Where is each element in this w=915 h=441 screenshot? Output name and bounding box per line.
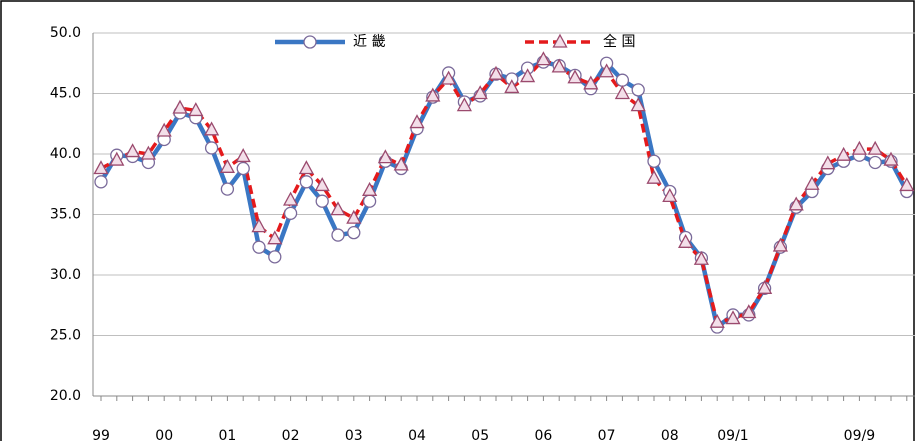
marker xyxy=(140,145,156,160)
y-tick-label: 30.0 xyxy=(50,267,81,283)
legend-label: 近 畿 xyxy=(353,34,385,50)
marker xyxy=(646,169,662,184)
marker xyxy=(614,85,630,100)
marker xyxy=(268,250,282,264)
marker xyxy=(188,102,204,117)
x-tick-label: 02 xyxy=(282,428,300,441)
marker xyxy=(235,148,251,163)
marker xyxy=(346,209,362,224)
marker xyxy=(377,149,393,164)
legend-marker xyxy=(552,33,568,48)
marker xyxy=(298,160,314,175)
marker xyxy=(393,156,409,171)
marker xyxy=(551,58,567,73)
marker xyxy=(725,310,741,325)
marker xyxy=(899,177,915,192)
marker xyxy=(472,85,488,100)
marker xyxy=(315,194,329,208)
marker xyxy=(647,154,661,168)
y-tick-label: 50.0 xyxy=(50,25,81,41)
marker xyxy=(851,140,867,155)
marker xyxy=(709,313,725,328)
marker xyxy=(156,122,172,137)
x-tick-label: 00 xyxy=(155,428,173,441)
marker xyxy=(678,233,694,248)
marker xyxy=(204,121,220,136)
marker xyxy=(236,161,250,176)
marker xyxy=(456,97,472,112)
x-tick-label: 03 xyxy=(345,428,363,441)
marker xyxy=(836,146,852,161)
marker xyxy=(93,160,109,175)
marker xyxy=(172,99,188,114)
y-tick-label: 25.0 xyxy=(50,328,81,344)
y-tick-label: 20.0 xyxy=(50,388,81,404)
marker xyxy=(219,158,235,173)
marker xyxy=(772,237,788,252)
y-tick-label: 35.0 xyxy=(50,207,81,223)
marker xyxy=(409,114,425,129)
marker xyxy=(867,140,883,155)
marker xyxy=(314,177,330,192)
marker xyxy=(488,65,504,80)
legend-label: 全 国 xyxy=(603,33,635,50)
marker xyxy=(693,250,709,265)
marker xyxy=(125,143,141,158)
marker xyxy=(615,73,630,87)
marker xyxy=(283,191,299,206)
marker xyxy=(362,194,377,208)
marker xyxy=(252,240,266,254)
marker xyxy=(883,151,899,166)
marker xyxy=(267,230,283,245)
marker xyxy=(441,70,457,85)
marker xyxy=(347,225,361,240)
series-line xyxy=(100,57,909,324)
x-tick-label: 06 xyxy=(534,428,552,441)
marker xyxy=(362,181,378,196)
series-line xyxy=(99,59,909,330)
marker xyxy=(757,279,773,294)
marker xyxy=(583,75,599,90)
marker xyxy=(504,79,520,94)
marker xyxy=(331,228,345,242)
marker xyxy=(109,151,125,166)
marker xyxy=(631,83,645,97)
marker xyxy=(330,201,346,216)
marker xyxy=(630,97,646,112)
legend-marker xyxy=(303,35,317,49)
marker xyxy=(94,175,108,189)
marker xyxy=(204,141,219,155)
marker xyxy=(567,69,583,84)
x-tick-label: 09/9 xyxy=(844,428,875,441)
marker xyxy=(220,182,235,196)
marker xyxy=(251,218,267,233)
x-tick-label: 07 xyxy=(598,428,616,441)
x-tick-label: 01 xyxy=(218,428,236,441)
marker xyxy=(820,155,836,170)
marker xyxy=(283,206,298,220)
marker xyxy=(662,187,678,202)
x-tick-label: 09/1 xyxy=(717,428,748,441)
marker xyxy=(788,196,804,211)
marker xyxy=(804,175,820,190)
marker xyxy=(425,87,441,102)
y-tick-label: 40.0 xyxy=(50,146,81,162)
marker xyxy=(868,155,882,170)
marker xyxy=(535,51,551,66)
marker xyxy=(599,63,615,78)
marker xyxy=(299,175,314,189)
marker xyxy=(520,68,536,83)
x-tick-label: 04 xyxy=(408,428,426,441)
x-tick-label: 99 xyxy=(92,428,110,441)
x-tick-label: 08 xyxy=(661,428,679,441)
x-tick-label: 05 xyxy=(471,428,489,441)
marker xyxy=(741,304,757,319)
y-tick-label: 45.0 xyxy=(50,86,81,102)
